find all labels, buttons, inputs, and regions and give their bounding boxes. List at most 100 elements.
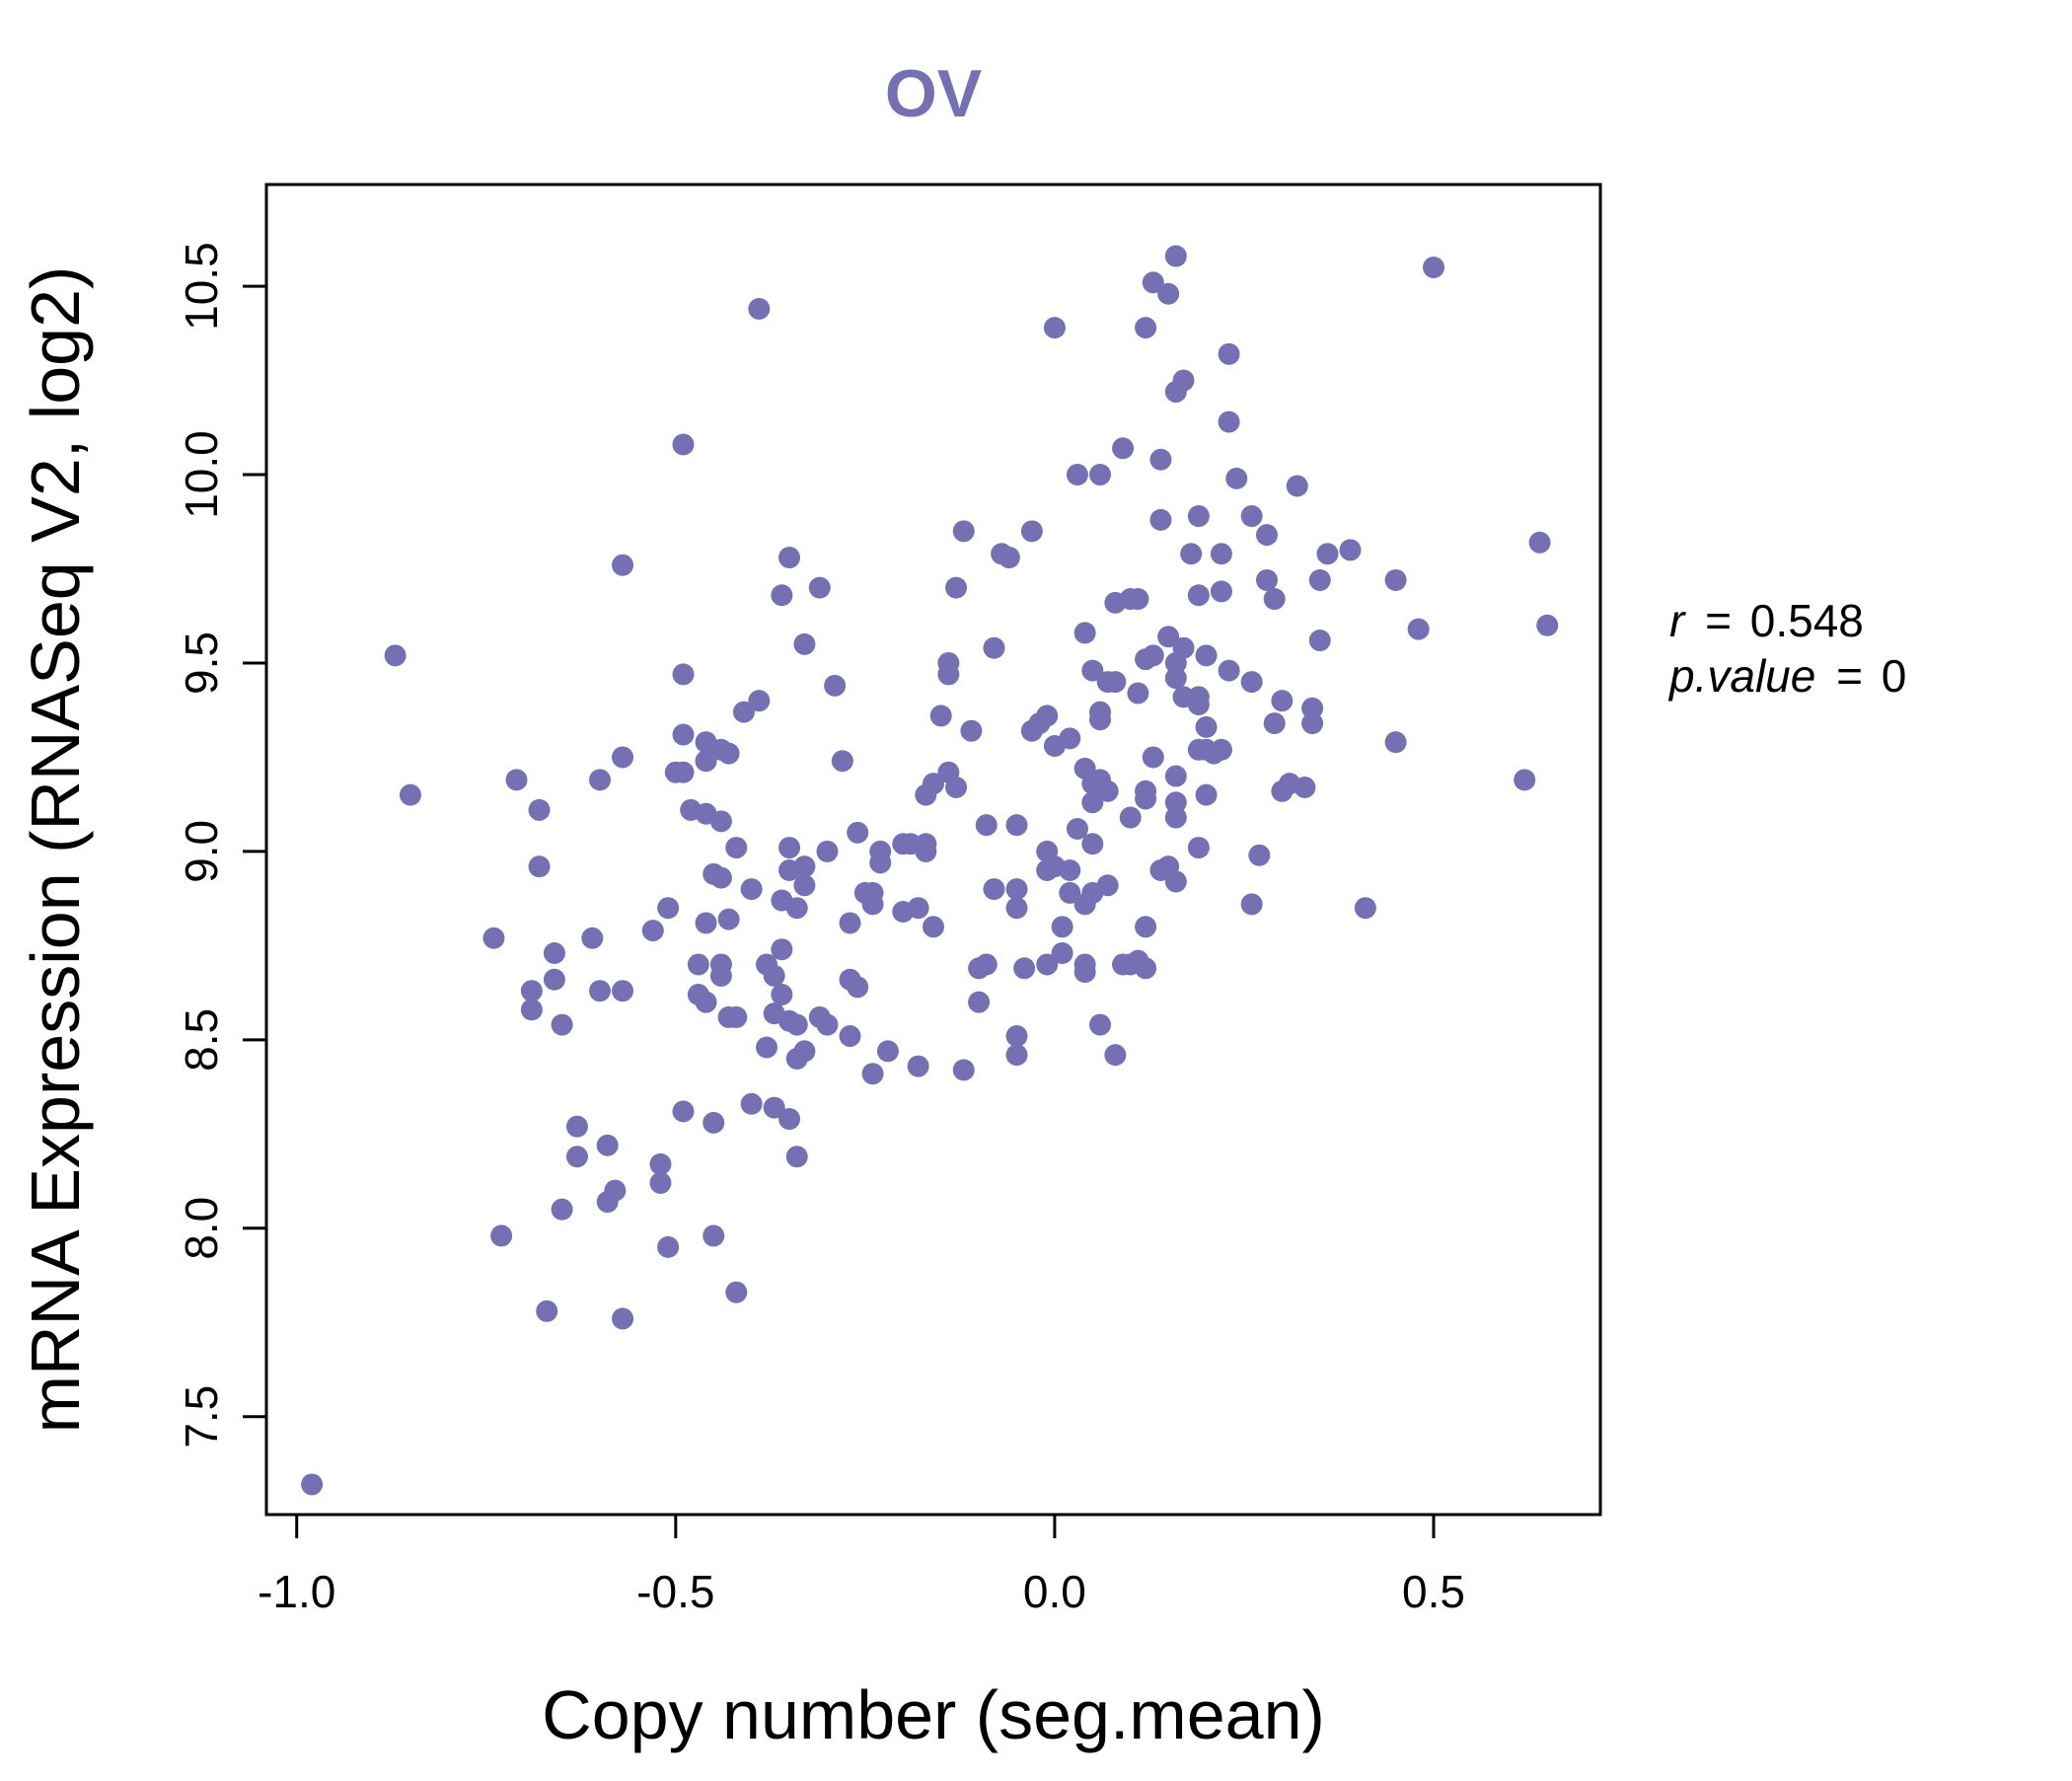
- data-point: [1172, 369, 1195, 392]
- data-point: [1157, 282, 1180, 305]
- data-point: [847, 976, 869, 999]
- data-point: [793, 855, 816, 878]
- data-point: [1066, 817, 1088, 840]
- data-point: [763, 1096, 785, 1119]
- data-point: [1218, 410, 1240, 433]
- data-point: [968, 991, 991, 1013]
- data-point: [612, 554, 634, 576]
- y-tick-label: 8.5: [176, 1008, 227, 1072]
- data-point: [960, 719, 983, 742]
- y-axis-title: mRNA Expression (RNASeq V2, log2): [17, 266, 94, 1434]
- data-point: [839, 1025, 861, 1048]
- data-point: [975, 953, 998, 976]
- data-point: [1036, 953, 1059, 976]
- data-point: [1104, 671, 1127, 694]
- data-point: [1187, 584, 1210, 607]
- data-point: [709, 810, 732, 833]
- data-point: [551, 1198, 573, 1221]
- data-point: [785, 1013, 808, 1036]
- data-point: [687, 953, 709, 976]
- r-value: 0.548: [1750, 595, 1864, 646]
- data-point: [861, 893, 884, 916]
- data-point: [1308, 568, 1331, 591]
- data-point: [1059, 881, 1081, 904]
- data-point: [1187, 505, 1210, 528]
- data-point: [816, 840, 839, 862]
- data-point: [1210, 738, 1232, 761]
- data-point: [945, 576, 968, 599]
- data-point: [771, 984, 793, 1006]
- data-point: [785, 897, 808, 920]
- data-point: [1020, 520, 1043, 543]
- p-label: p.value: [1667, 650, 1815, 702]
- data-point: [505, 769, 528, 791]
- data-point: [1240, 893, 1263, 916]
- data-point: [399, 783, 421, 806]
- data-point: [1187, 686, 1210, 708]
- data-point: [695, 912, 717, 934]
- data-point: [1423, 257, 1444, 279]
- data-point: [771, 584, 793, 607]
- data-point: [1536, 614, 1559, 636]
- data-point: [1089, 464, 1111, 486]
- data-point: [945, 776, 968, 798]
- data-point: [1164, 806, 1187, 829]
- data-point: [1073, 622, 1096, 644]
- data-point: [876, 1040, 899, 1063]
- data-point: [1005, 814, 1028, 837]
- data-point: [831, 750, 853, 773]
- data-point: [1073, 953, 1096, 976]
- data-point: [1135, 916, 1157, 938]
- data-point: [1248, 844, 1271, 866]
- x-tick-label: -0.5: [636, 1566, 714, 1617]
- data-point: [703, 1111, 725, 1134]
- data-point: [641, 920, 664, 942]
- data-point: [604, 1179, 627, 1202]
- data-point: [1528, 531, 1551, 554]
- data-point: [1384, 568, 1407, 591]
- data-point: [915, 833, 937, 855]
- x-axis-title: Copy number (seg.mean): [542, 1676, 1325, 1753]
- data-point: [1142, 746, 1164, 769]
- data-point: [793, 1040, 816, 1063]
- data-point: [1256, 568, 1278, 591]
- data-point: [1294, 776, 1316, 798]
- data-point: [1240, 505, 1263, 528]
- data-point: [1164, 667, 1187, 690]
- data-point: [1051, 942, 1073, 965]
- data-point: [748, 690, 771, 712]
- data-point: [657, 897, 680, 920]
- data-point: [1164, 791, 1187, 814]
- x-tick-label: 0.5: [1402, 1566, 1465, 1617]
- data-point: [1135, 957, 1157, 980]
- data-point: [793, 874, 816, 897]
- data-point: [732, 701, 755, 723]
- data-point: [937, 651, 960, 674]
- data-point: [1172, 636, 1195, 659]
- data-point: [1043, 317, 1066, 339]
- data-point: [847, 821, 869, 844]
- data-point: [1135, 317, 1157, 339]
- y-tick-label: 9.0: [176, 820, 227, 883]
- r-label: r: [1669, 595, 1686, 646]
- data-point: [725, 1281, 748, 1303]
- data-point: [543, 968, 565, 991]
- data-point: [1210, 580, 1232, 603]
- data-point: [703, 1224, 725, 1247]
- data-point: [536, 1299, 558, 1322]
- data-point: [1059, 727, 1081, 750]
- data-point: [384, 644, 407, 667]
- data-point: [596, 1134, 619, 1156]
- data-point: [1149, 448, 1172, 471]
- data-point: [839, 912, 861, 934]
- data-point: [1210, 543, 1232, 565]
- p-value: 0: [1882, 650, 1907, 702]
- data-point: [1316, 543, 1339, 565]
- data-point: [1149, 508, 1172, 531]
- data-point: [778, 837, 801, 859]
- data-point: [1005, 897, 1028, 920]
- data-point: [740, 878, 763, 901]
- data-point: [816, 1013, 839, 1036]
- data-point: [1081, 791, 1104, 814]
